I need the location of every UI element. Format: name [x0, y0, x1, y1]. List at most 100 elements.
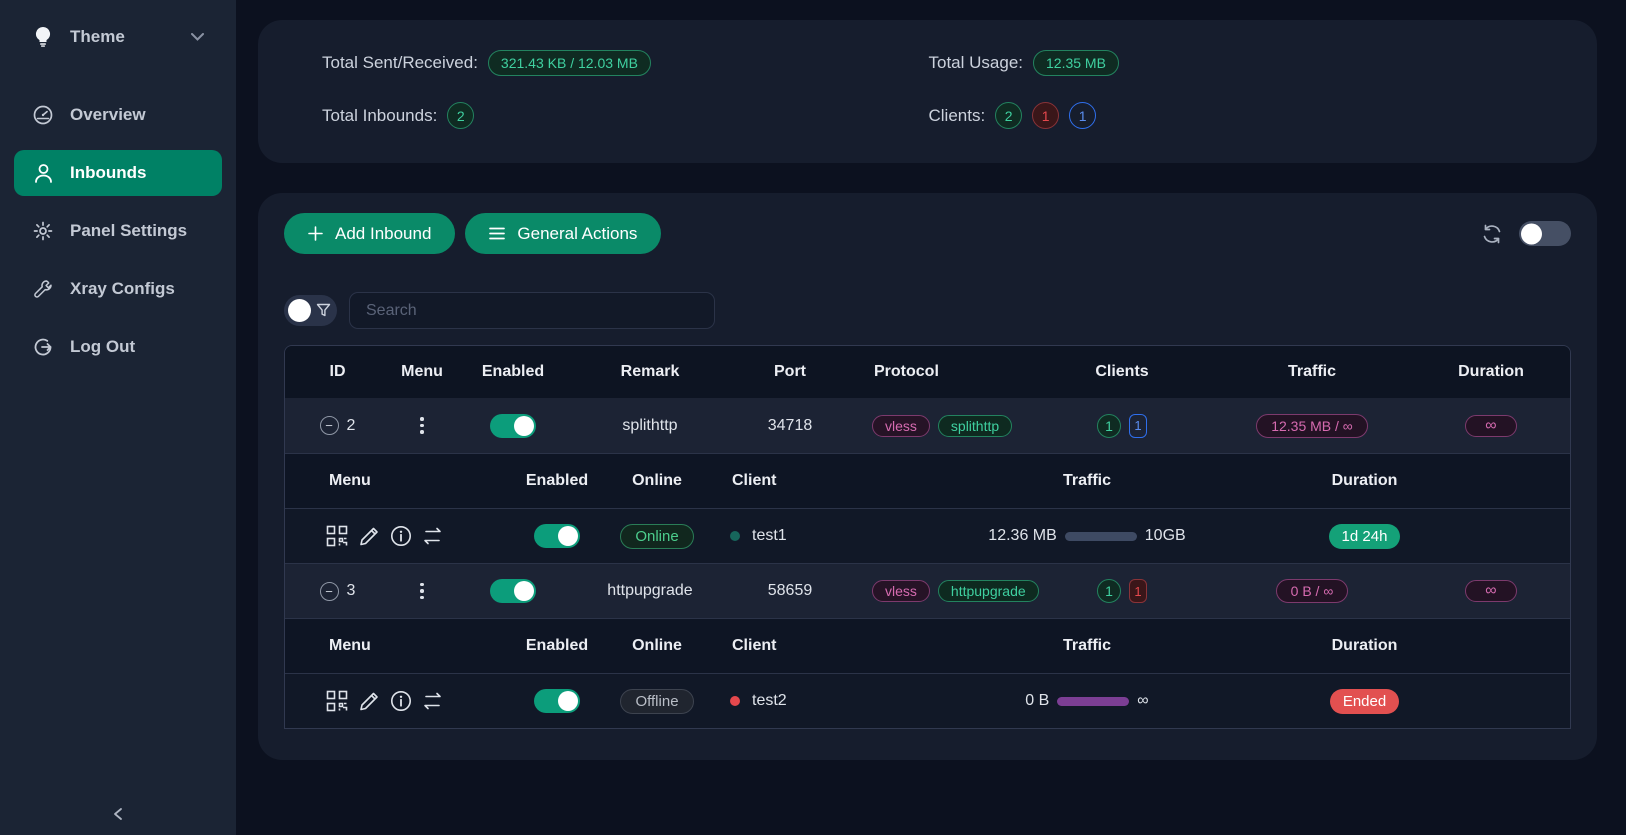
table-row-client-test1[interactable]: Online test1 12.36 MB 10GB 1d 24h: [285, 508, 1570, 564]
inbounds-card: Add Inbound General Actions: [258, 193, 1597, 761]
inbound-remark: httpupgrade: [607, 582, 693, 600]
col-header-clients: Clients: [1095, 363, 1149, 381]
stat-total-inbounds: Total Inbounds: 2: [322, 102, 928, 130]
sidebar-item-label: Overview: [70, 105, 146, 124]
client-enabled-toggle[interactable]: [534, 524, 580, 549]
row-menu-icon[interactable]: [420, 417, 424, 434]
sub-header-online: Online: [632, 472, 682, 490]
edit-icon[interactable]: [357, 525, 380, 548]
inbound-traffic-badge: 0 B / ∞: [1275, 579, 1349, 604]
client-table-header: Menu Enabled Online Client Traffic Durat…: [285, 618, 1570, 674]
sub-header-enabled: Enabled: [525, 637, 589, 655]
refresh-icon[interactable]: [1481, 223, 1503, 245]
client-status-dot: [730, 696, 740, 707]
gear-icon: [32, 220, 54, 242]
total-usage-badge: 12.35 MB: [1033, 50, 1119, 77]
inbound-duration-badge: ∞: [1465, 580, 1517, 603]
sidebar-item-inbounds[interactable]: Inbounds: [14, 150, 222, 196]
sidebar-item-label: Panel Settings: [70, 221, 188, 240]
client-status-dot: [730, 531, 740, 542]
clients-count-badge: 1: [1097, 413, 1121, 438]
sidebar-item-label: Theme: [70, 27, 125, 46]
sidebar-collapse-button[interactable]: [112, 807, 124, 821]
col-header-id: ID: [329, 363, 346, 381]
general-actions-button[interactable]: General Actions: [465, 213, 662, 255]
collapse-row-button[interactable]: −: [319, 581, 339, 601]
search-row: [284, 292, 1571, 330]
sub-header-client: Client: [732, 637, 777, 655]
inbound-port: 34718: [767, 416, 813, 434]
inbound-enabled-toggle[interactable]: [490, 579, 536, 604]
sub-header-menu: Menu: [329, 637, 371, 655]
reset-traffic-icon[interactable]: [421, 690, 444, 713]
transport-badge: splithttp: [937, 414, 1013, 437]
inbound-enabled-toggle[interactable]: [490, 413, 536, 438]
table-row-inbound-3[interactable]: − 3 httpupgrade 58659 vless httpupgrade …: [285, 563, 1570, 619]
col-header-traffic: Traffic: [1287, 363, 1336, 381]
sidebar-item-log-out[interactable]: Log Out: [14, 324, 222, 370]
sidebar-item-xray-configs[interactable]: Xray Configs: [14, 266, 222, 312]
qrcode-icon[interactable]: [325, 525, 348, 548]
stat-label: Total Usage:: [928, 53, 1024, 73]
table-row-client-test2[interactable]: Offline test2 0 B ∞ Ended: [285, 673, 1570, 729]
funnel-icon: [316, 303, 331, 318]
client-name: test2: [752, 692, 787, 710]
client-table-header: Menu Enabled Online Client Traffic Durat…: [285, 453, 1570, 509]
col-header-duration: Duration: [1458, 363, 1524, 381]
stat-label: Clients:: [928, 105, 986, 125]
filter-toggle[interactable]: [284, 295, 337, 327]
stat-label: Total Inbounds:: [322, 105, 438, 125]
edit-icon[interactable]: [357, 690, 380, 713]
inbound-id: 3: [346, 582, 356, 600]
clients-active-badge: 2: [995, 102, 1023, 130]
col-header-protocol: Protocol: [874, 363, 939, 381]
client-enabled-toggle[interactable]: [534, 689, 580, 714]
sidebar-item-overview[interactable]: Overview: [14, 92, 222, 138]
sub-header-online: Online: [632, 637, 682, 655]
add-inbound-button[interactable]: Add Inbound: [284, 213, 456, 255]
table-row-inbound-2[interactable]: − 2 splithttp 34718 vless splithttp 1 1 …: [285, 398, 1570, 454]
total-inbounds-badge: 2: [447, 102, 475, 130]
online-status-badge: Offline: [620, 688, 694, 714]
clients-depleted-count-badge: 1: [1129, 579, 1147, 604]
stat-label: Total Sent/Received:: [322, 53, 478, 73]
collapse-row-button[interactable]: −: [319, 416, 339, 436]
stat-total-sent-received: Total Sent/Received: 321.43 KB / 12.03 M…: [322, 50, 928, 77]
lightbulb-icon: [32, 26, 54, 48]
client-name: test1: [752, 527, 787, 545]
sub-header-traffic: Traffic: [1062, 472, 1111, 490]
total-sent-received-badge: 321.43 KB / 12.03 MB: [487, 50, 651, 77]
stats-card: Total Sent/Received: 321.43 KB / 12.03 M…: [258, 20, 1597, 164]
user-icon: [32, 162, 54, 184]
qrcode-icon[interactable]: [325, 690, 348, 713]
sub-header-client: Client: [732, 472, 777, 490]
clients-count-badge: 1: [1097, 579, 1121, 604]
col-header-menu: Menu: [401, 363, 443, 381]
sub-header-menu: Menu: [329, 472, 371, 490]
stat-total-usage: Total Usage: 12.35 MB: [928, 50, 1534, 77]
plus-icon: [308, 226, 323, 241]
stat-clients: Clients: 2 1 1: [928, 102, 1534, 130]
row-menu-icon[interactable]: [420, 582, 424, 600]
clients-depleted-badge: 1: [1032, 102, 1060, 130]
protocol-badge: vless: [872, 580, 930, 603]
table-header-row: ID Menu Enabled Remark Port Protocol Cli…: [285, 346, 1570, 399]
chevron-down-icon: [191, 33, 204, 41]
info-icon[interactable]: [389, 690, 412, 713]
client-duration-badge: 1d 24h: [1328, 523, 1401, 549]
traffic-progress-bar: [1057, 696, 1130, 706]
search-input[interactable]: [349, 292, 715, 330]
sidebar-item-label: Xray Configs: [70, 279, 175, 298]
main-content: Total Sent/Received: 321.43 KB / 12.03 M…: [236, 0, 1626, 835]
auto-refresh-toggle[interactable]: [1519, 221, 1571, 247]
client-traffic-used: 12.36 MB: [988, 527, 1057, 545]
sidebar: Theme Overview Inbounds Panel Settings X…: [0, 0, 236, 835]
sidebar-item-panel-settings[interactable]: Panel Settings: [14, 208, 222, 254]
sub-header-enabled: Enabled: [525, 472, 589, 490]
sidebar-item-theme[interactable]: Theme: [14, 14, 222, 60]
client-traffic-total: 10GB: [1144, 527, 1186, 545]
reset-traffic-icon[interactable]: [421, 525, 444, 548]
transport-badge: httpupgrade: [937, 580, 1039, 603]
inbound-id: 2: [346, 416, 356, 434]
info-icon[interactable]: [389, 525, 412, 548]
